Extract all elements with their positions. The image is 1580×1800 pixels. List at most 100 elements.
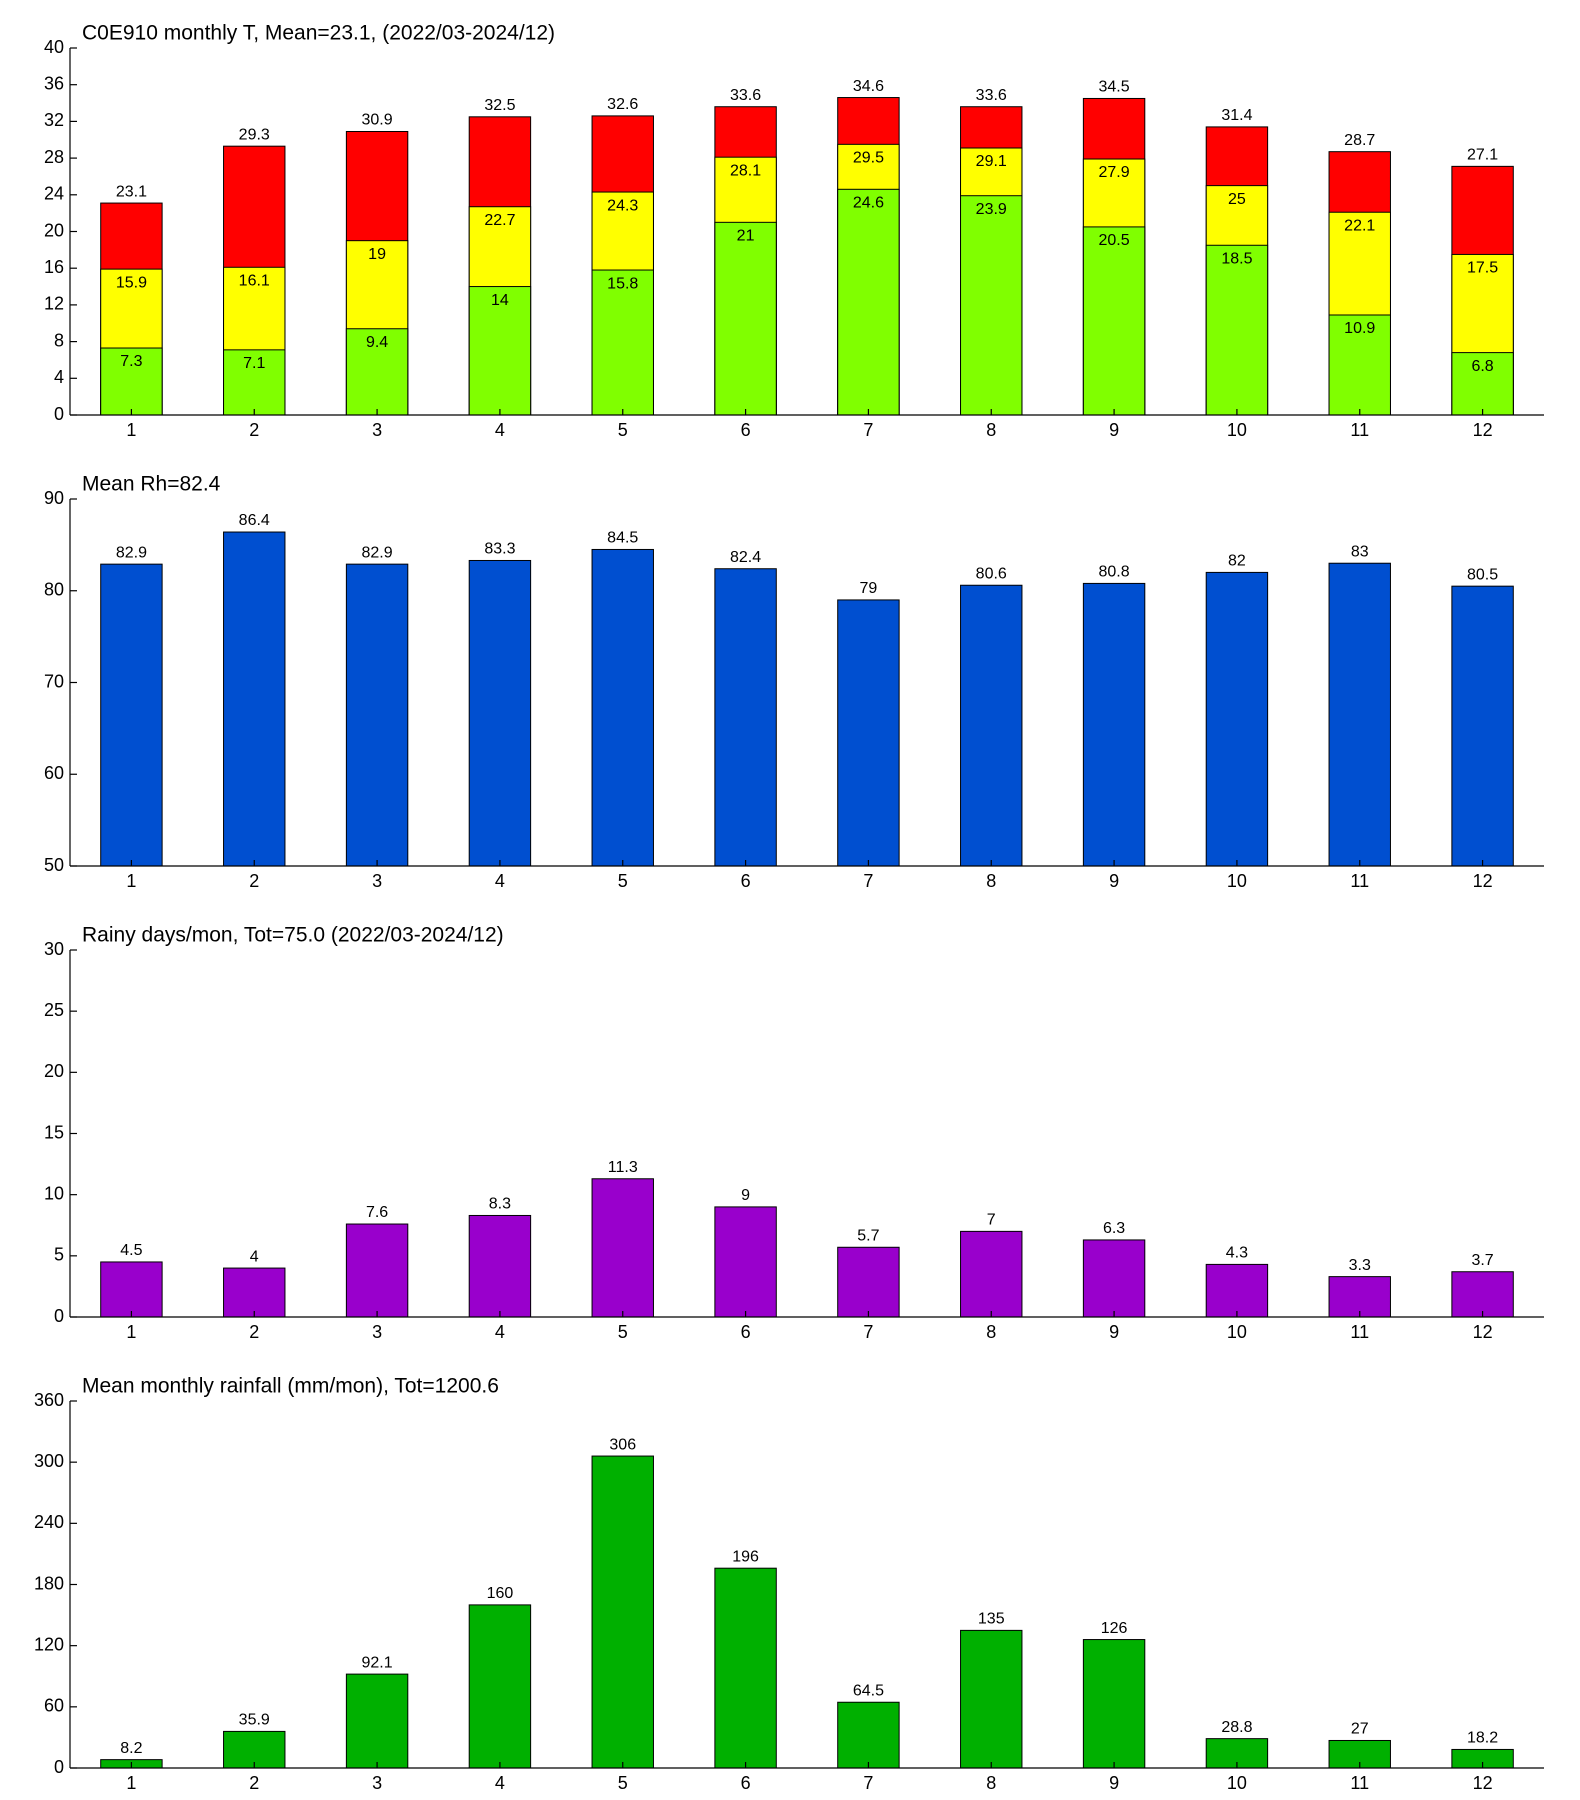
bar bbox=[1328, 1276, 1391, 1318]
y-tick-label: 70 bbox=[44, 671, 64, 691]
x-tick-label: 10 bbox=[1227, 871, 1247, 891]
bar bbox=[1082, 582, 1146, 867]
x-tick-label: 12 bbox=[1473, 1773, 1493, 1793]
data-label: 15.9 bbox=[116, 274, 147, 291]
data-label: 23.1 bbox=[116, 183, 147, 200]
data-label: 33.6 bbox=[976, 87, 1007, 104]
bar bbox=[1082, 1639, 1146, 1769]
x-tick-label: 11 bbox=[1350, 871, 1369, 891]
data-label: 86.4 bbox=[239, 512, 270, 529]
bar bbox=[468, 286, 532, 416]
bar bbox=[714, 568, 777, 867]
chart-title: Mean monthly rainfall (mm/mon), Tot=1200… bbox=[82, 1375, 499, 1398]
y-tick-label: 36 bbox=[44, 73, 64, 93]
data-label: 29.1 bbox=[976, 153, 1007, 170]
data-label: 83 bbox=[1351, 543, 1369, 560]
bar bbox=[960, 1230, 1023, 1318]
data-label: 80.5 bbox=[1467, 566, 1498, 583]
bar bbox=[714, 1206, 777, 1318]
data-label: 196 bbox=[732, 1548, 759, 1565]
y-tick-label: 15 bbox=[44, 1122, 64, 1142]
data-label: 135 bbox=[978, 1611, 1005, 1628]
x-tick-label: 8 bbox=[986, 871, 996, 891]
data-label: 34.6 bbox=[853, 78, 884, 95]
x-tick-label: 5 bbox=[618, 420, 628, 440]
x-tick-label: 2 bbox=[249, 420, 259, 440]
x-tick-label: 9 bbox=[1109, 1773, 1119, 1793]
y-tick-label: 80 bbox=[44, 580, 64, 600]
x-tick-label: 8 bbox=[986, 1322, 996, 1342]
x-tick-label: 4 bbox=[495, 1322, 505, 1342]
data-label: 82.9 bbox=[362, 544, 393, 561]
data-label: 28.8 bbox=[1221, 1719, 1252, 1736]
data-label: 7.3 bbox=[120, 353, 142, 370]
x-tick-label: 5 bbox=[618, 1322, 628, 1342]
data-label: 22.1 bbox=[1344, 217, 1375, 234]
bar bbox=[837, 188, 900, 416]
bar bbox=[345, 1223, 409, 1318]
x-tick-label: 9 bbox=[1109, 871, 1119, 891]
x-tick-label: 2 bbox=[249, 871, 259, 891]
x-tick-label: 12 bbox=[1473, 420, 1493, 440]
bar bbox=[960, 195, 1023, 416]
data-label: 3.7 bbox=[1471, 1252, 1493, 1269]
data-label: 4.5 bbox=[120, 1242, 142, 1259]
x-tick-label: 5 bbox=[618, 1773, 628, 1793]
x-tick-label: 8 bbox=[986, 420, 996, 440]
y-tick-label: 25 bbox=[44, 1000, 64, 1020]
bar bbox=[1451, 1271, 1514, 1318]
data-label: 27.9 bbox=[1099, 164, 1130, 181]
data-label: 64.5 bbox=[853, 1682, 884, 1699]
bar bbox=[1082, 226, 1146, 416]
bar bbox=[837, 1701, 900, 1769]
data-label: 21 bbox=[737, 228, 755, 245]
data-label: 9.4 bbox=[366, 334, 388, 351]
x-tick-label: 6 bbox=[741, 1322, 751, 1342]
data-label: 19 bbox=[368, 246, 386, 263]
data-label: 24.6 bbox=[853, 195, 884, 212]
x-tick-label: 1 bbox=[126, 871, 136, 891]
bar bbox=[1205, 244, 1269, 416]
x-tick-label: 9 bbox=[1109, 420, 1119, 440]
y-tick-label: 16 bbox=[44, 257, 64, 277]
x-tick-label: 8 bbox=[986, 1773, 996, 1793]
y-tick-label: 40 bbox=[44, 37, 64, 57]
x-tick-label: 9 bbox=[1109, 1322, 1119, 1342]
data-label: 20.5 bbox=[1099, 232, 1130, 249]
data-label: 3.3 bbox=[1349, 1257, 1371, 1274]
bar bbox=[837, 599, 900, 867]
data-label: 80.8 bbox=[1099, 564, 1130, 581]
x-tick-label: 3 bbox=[372, 1322, 382, 1342]
bar bbox=[223, 1730, 286, 1769]
data-label: 6.3 bbox=[1103, 1220, 1125, 1237]
x-tick-label: 1 bbox=[126, 1773, 136, 1793]
bar bbox=[100, 563, 163, 867]
bar bbox=[468, 1214, 532, 1318]
y-tick-label: 240 bbox=[34, 1512, 64, 1532]
x-tick-label: 3 bbox=[372, 420, 382, 440]
y-tick-label: 4 bbox=[54, 367, 64, 387]
bar bbox=[468, 1604, 532, 1769]
data-label: 82 bbox=[1228, 553, 1246, 570]
data-label: 17.5 bbox=[1467, 260, 1498, 277]
bar bbox=[468, 559, 532, 867]
bar bbox=[591, 1455, 654, 1769]
bar bbox=[591, 1178, 654, 1318]
data-label: 27 bbox=[1351, 1721, 1369, 1738]
bar bbox=[591, 548, 654, 867]
data-label: 18.5 bbox=[1221, 250, 1252, 267]
data-label: 32.5 bbox=[484, 97, 515, 114]
bar bbox=[1328, 562, 1391, 867]
bar bbox=[960, 1629, 1023, 1769]
bar bbox=[591, 269, 654, 416]
y-tick-label: 10 bbox=[44, 1183, 64, 1203]
data-label: 32.6 bbox=[607, 96, 638, 113]
bar bbox=[714, 221, 777, 416]
bar bbox=[100, 1261, 163, 1318]
x-tick-label: 4 bbox=[495, 420, 505, 440]
y-tick-label: 12 bbox=[44, 294, 64, 314]
data-label: 80.6 bbox=[976, 565, 1007, 582]
data-label: 15.8 bbox=[607, 275, 638, 292]
y-tick-label: 28 bbox=[44, 147, 64, 167]
